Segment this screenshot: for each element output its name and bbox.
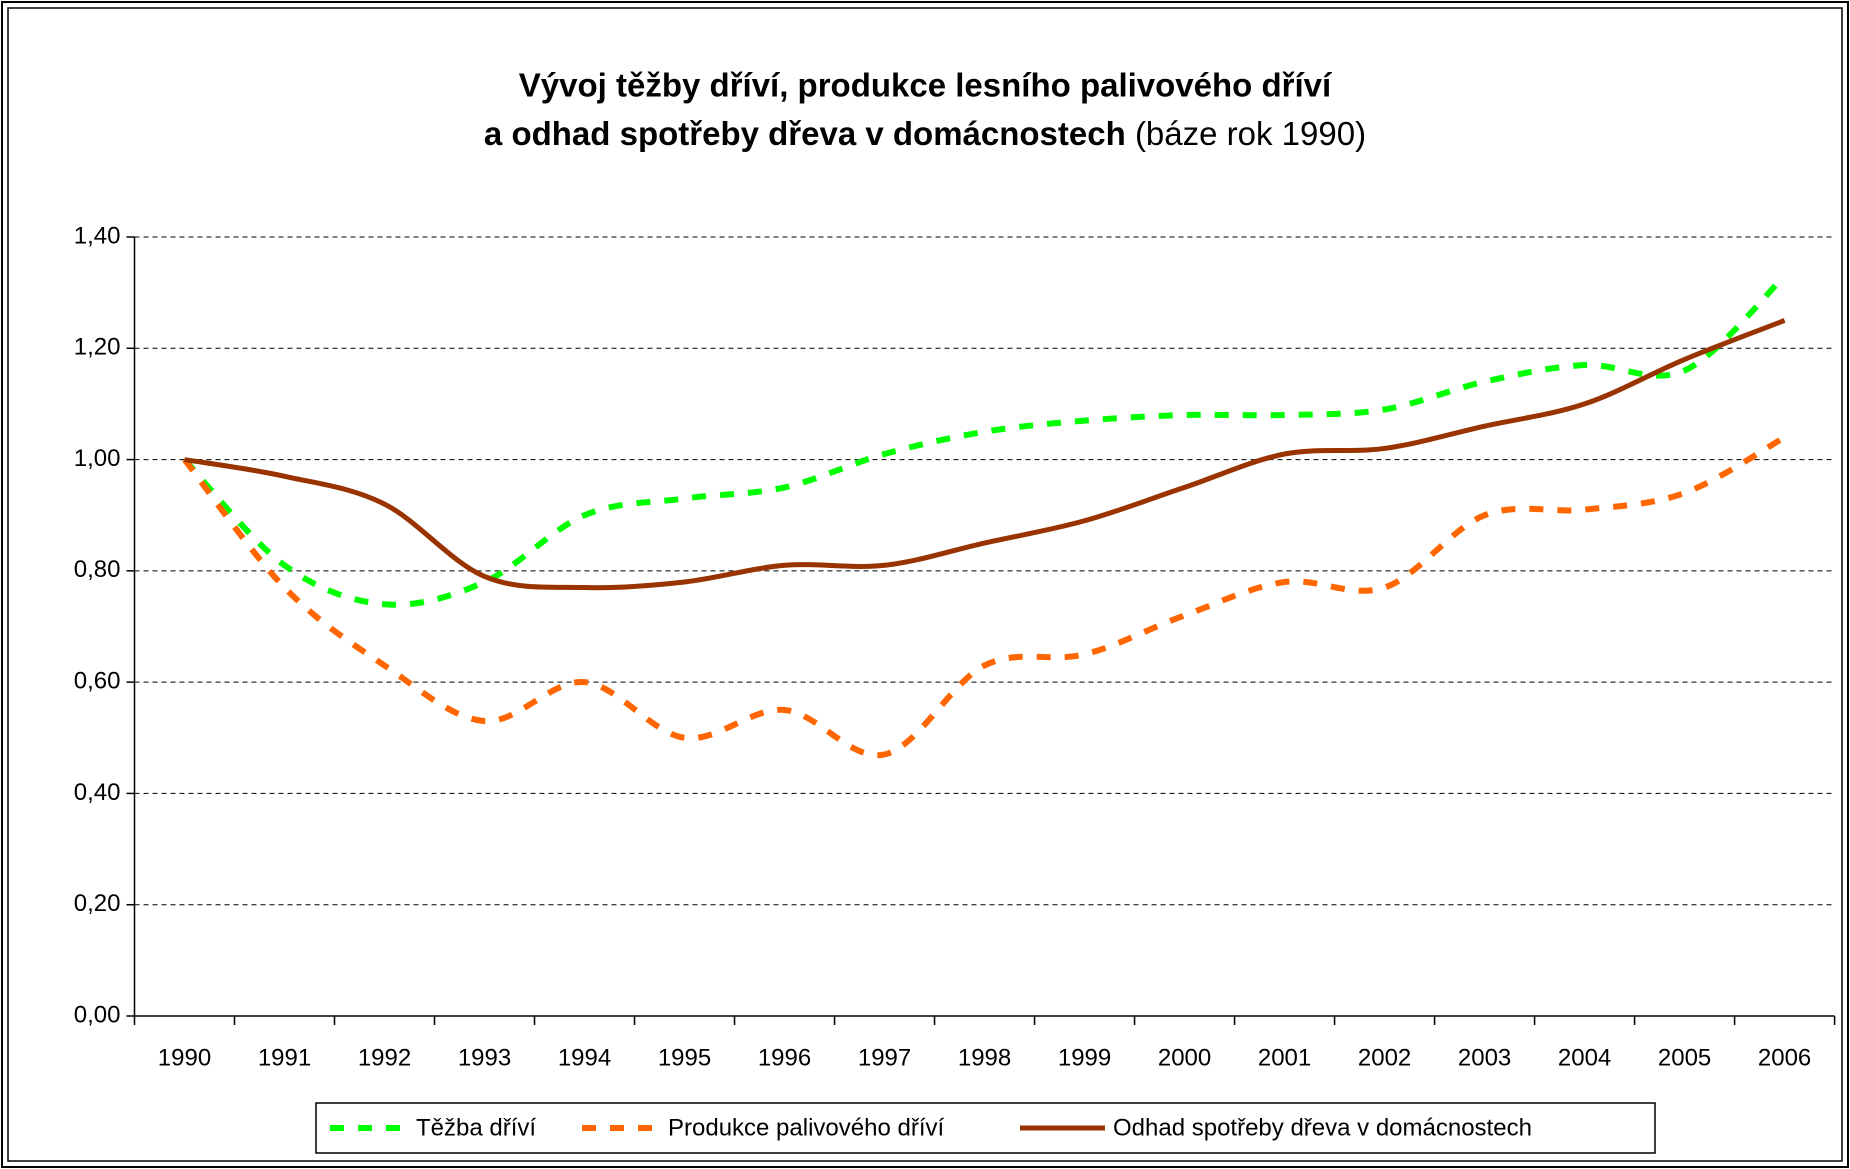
chart-title: Vývoj těžby dříví, produkce lesního pali… [519,67,1333,104]
x-tick-label: 1990 [158,1044,211,1071]
y-tick-label: 0,20 [74,890,121,917]
chart-subtitle: (báze rok 1990) [1135,115,1366,152]
series-line [182,273,1787,608]
x-tick-label: 1997 [858,1044,911,1071]
series-line [184,318,1786,591]
x-tick-label: 1994 [558,1044,611,1071]
x-tick-label: 2006 [1758,1044,1811,1071]
legend-label: Těžba dříví [416,1114,536,1141]
x-tick-label: 1996 [758,1044,811,1071]
x-tick-label: 1999 [1058,1044,1111,1071]
legend-label: Odhad spotřeby dřeva v domácnostech [1113,1114,1532,1141]
x-tick-label: 2003 [1458,1044,1511,1071]
series-line [182,434,1787,759]
inner-frame [7,7,1843,1162]
x-tick-label: 2002 [1358,1044,1411,1071]
y-tick-label: 0,60 [74,667,121,694]
y-tick-label: 0,80 [74,556,121,583]
x-tick-label: 2001 [1258,1044,1311,1071]
legend-label: Produkce palivového dříví [668,1114,944,1141]
x-tick-label: 1995 [658,1044,711,1071]
x-tick-label: 2005 [1658,1044,1711,1071]
x-tick-label: 2000 [1158,1044,1211,1071]
chart-title: a odhad spotřeby dřeva v domácnostech [484,115,1126,152]
y-tick-label: 0,00 [74,1001,121,1028]
x-tick-label: 1998 [958,1044,1011,1071]
x-tick-label: 1991 [258,1044,311,1071]
y-tick-label: 0,40 [74,779,121,806]
x-tick-label: 2004 [1558,1044,1611,1071]
y-tick-label: 1,40 [74,222,121,249]
y-tick-label: 1,20 [74,334,121,361]
legend [315,1102,1656,1154]
chart-title: a odhad spotřeby dřeva v domácnostech (b… [484,115,1366,152]
x-tick-label: 1993 [458,1044,511,1071]
x-tick-label: 1992 [358,1044,411,1071]
y-tick-label: 1,00 [74,445,121,472]
